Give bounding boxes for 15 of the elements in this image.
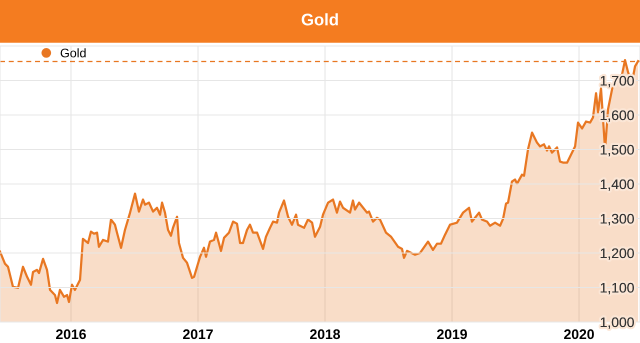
y-tick-label: 1,200 (600, 248, 634, 260)
y-tick-label: 1,600 (600, 110, 634, 122)
x-tick-label: 2018 (310, 329, 340, 340)
x-tick-label: 2017 (183, 329, 213, 340)
y-tick-label: 1,300 (600, 214, 634, 226)
chart-title: Gold (302, 13, 338, 26)
x-tick-label: 2016 (56, 329, 86, 340)
legend-label: Gold (60, 48, 86, 58)
y-tick-label: 1,100 (600, 282, 634, 294)
y-tick-label: 1,700 (600, 76, 634, 88)
x-tick-label: 2020 (564, 329, 594, 340)
y-tick-label: 1,500 (600, 144, 634, 156)
y-tick-label: 1,000 (600, 317, 634, 329)
y-tick-label: 1,400 (600, 179, 634, 191)
x-tick-label: 2019 (437, 329, 467, 340)
